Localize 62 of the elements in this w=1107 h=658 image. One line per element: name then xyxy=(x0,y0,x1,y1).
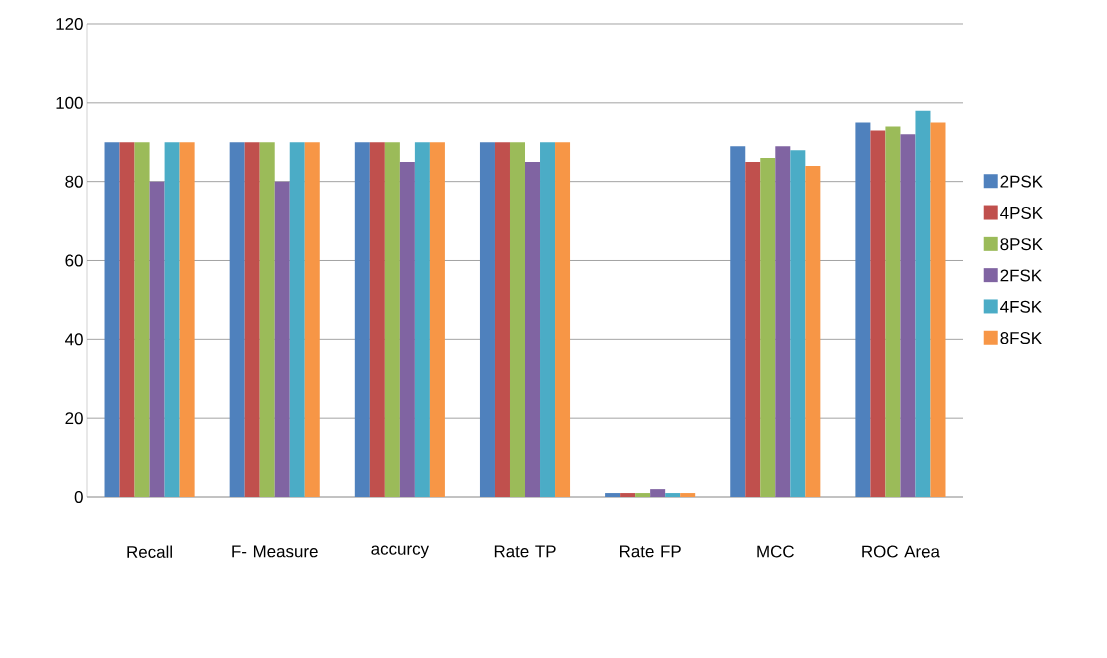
bar xyxy=(775,146,791,497)
bar xyxy=(164,142,180,497)
bar xyxy=(354,142,370,497)
bar xyxy=(134,142,150,497)
bar xyxy=(414,142,430,497)
bar xyxy=(104,142,120,497)
x-tick-label: accurcy xyxy=(371,545,429,559)
bar xyxy=(855,122,871,497)
bar xyxy=(259,142,275,497)
bar xyxy=(429,142,445,497)
x-tick-label: ROC Area xyxy=(862,545,940,558)
bar xyxy=(900,134,916,497)
bar xyxy=(244,142,260,497)
bar xyxy=(745,161,761,497)
bar xyxy=(229,142,245,497)
bar xyxy=(620,493,636,497)
bar xyxy=(605,493,621,497)
bar xyxy=(730,146,746,497)
x-tick-label: F- Measure xyxy=(232,545,318,558)
x-tick-label: Recall xyxy=(127,545,172,558)
bar xyxy=(635,493,651,497)
bar xyxy=(509,142,525,497)
legend-label: 8PSK xyxy=(1000,238,1043,251)
legend-label: 8FSK xyxy=(1000,332,1042,345)
bar xyxy=(304,142,320,497)
bar xyxy=(805,165,821,497)
bar xyxy=(930,122,946,497)
legend-label: 4FSK xyxy=(1000,300,1042,313)
bar xyxy=(680,493,696,497)
bar xyxy=(540,142,556,497)
x-tick-label: Rate TP xyxy=(494,545,556,558)
bar xyxy=(289,142,305,497)
legend-label: 4PSK xyxy=(1000,206,1043,219)
y-tick-label: 60 xyxy=(65,254,83,267)
legend-label: 2PSK xyxy=(1000,175,1043,188)
x-tick-label: Rate FP xyxy=(620,545,681,558)
bar xyxy=(790,150,806,497)
y-tick-label: 40 xyxy=(65,333,83,346)
x-tick-label: MCC xyxy=(757,545,794,558)
legend-label: 2FSK xyxy=(1000,269,1042,282)
bar xyxy=(915,110,931,497)
bar xyxy=(479,142,495,497)
y-tick-label: 0 xyxy=(74,491,83,503)
bar xyxy=(384,142,400,497)
y-tick-label: 20 xyxy=(65,412,83,425)
y-tick-label: 120 xyxy=(56,18,83,30)
bar xyxy=(650,489,666,497)
y-tick-label: 80 xyxy=(65,175,83,188)
bar xyxy=(149,181,165,497)
bar xyxy=(179,142,195,497)
bar xyxy=(525,161,541,497)
bar xyxy=(369,142,385,497)
bar xyxy=(885,126,901,497)
bar xyxy=(494,142,510,497)
bar xyxy=(760,158,776,497)
bar xyxy=(119,142,135,497)
y-tick-label: 100 xyxy=(56,96,83,109)
bar xyxy=(274,181,290,497)
bar xyxy=(870,130,886,497)
bar xyxy=(399,161,415,497)
bar xyxy=(665,493,681,497)
bar xyxy=(555,142,571,497)
